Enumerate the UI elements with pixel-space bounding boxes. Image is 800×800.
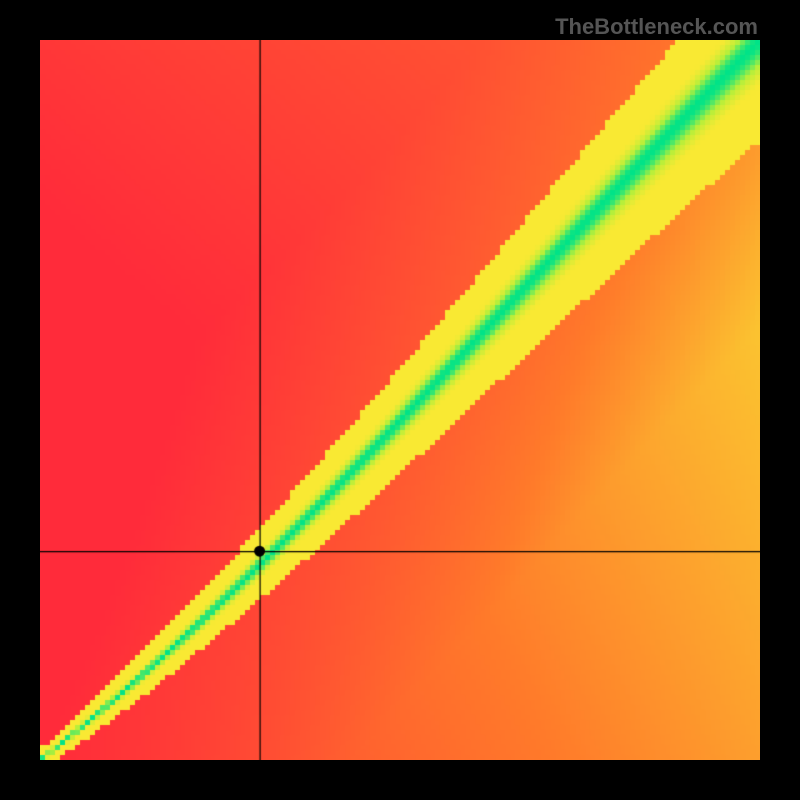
watermark-label: TheBottleneck.com xyxy=(555,14,758,40)
chart-container: TheBottleneck.com xyxy=(0,0,800,800)
bottleneck-heatmap xyxy=(40,40,760,760)
